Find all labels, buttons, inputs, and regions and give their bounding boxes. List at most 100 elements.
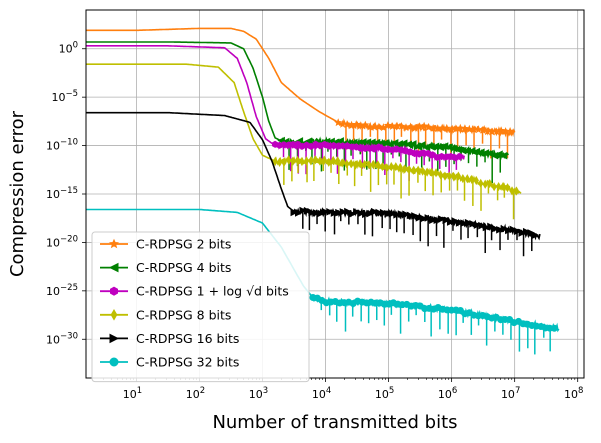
series-marker	[446, 171, 453, 181]
y-tick-label: 10−10	[46, 138, 78, 153]
series-marker	[406, 165, 412, 175]
series-marker	[384, 209, 393, 218]
series-marker	[379, 208, 388, 217]
series-marker	[317, 209, 325, 218]
series-marker	[308, 208, 317, 217]
series-marker	[550, 324, 558, 332]
series-marker	[419, 166, 426, 176]
series-marker	[361, 120, 370, 129]
series-marker	[433, 168, 439, 178]
series-marker	[527, 229, 536, 237]
series-marker	[446, 218, 455, 226]
series-marker	[393, 210, 401, 219]
series-marker	[330, 155, 336, 166]
series-marker	[321, 207, 330, 216]
series-marker	[456, 152, 463, 160]
series-marker	[343, 159, 350, 169]
series-marker	[398, 146, 405, 154]
series-marker	[374, 122, 383, 131]
series-marker	[312, 155, 319, 165]
y-tick-label: 10−30	[46, 331, 78, 346]
y-tick-label: 100	[59, 41, 78, 56]
series-marker	[491, 182, 497, 192]
series-marker	[406, 211, 415, 220]
series-marker	[383, 121, 393, 129]
series-marker	[317, 156, 323, 166]
y-tick-label: 10−25	[46, 283, 78, 298]
series-marker	[352, 120, 361, 129]
series-marker	[272, 156, 278, 167]
series-marker	[486, 178, 493, 189]
legend-label: C-RDPSG 16 bits	[136, 331, 239, 346]
series-marker	[469, 174, 475, 184]
series-marker	[321, 155, 327, 165]
series-marker	[424, 123, 433, 131]
series-marker	[478, 221, 486, 230]
series-marker	[357, 209, 366, 218]
series-marker	[308, 156, 314, 166]
series-4	[86, 63, 522, 220]
series-marker	[482, 179, 488, 189]
series-marker	[499, 151, 508, 160]
legend-item: C-RDPSG 32 bits	[100, 355, 239, 370]
series-marker	[531, 231, 540, 239]
series-marker	[379, 161, 386, 172]
series-marker	[326, 157, 332, 167]
legend-swatch-marker	[110, 309, 118, 321]
series-layer	[86, 27, 560, 355]
series-marker	[362, 210, 370, 219]
series-marker	[420, 214, 428, 223]
series-marker	[370, 159, 377, 170]
legend-item: C-RDPSG 16 bits	[100, 331, 239, 346]
legend-label: C-RDPSG 2 bits	[136, 237, 231, 252]
legend-label: C-RDPSG 8 bits	[136, 307, 231, 322]
series-marker	[335, 208, 343, 217]
series-marker	[402, 164, 408, 174]
series-marker	[339, 208, 348, 216]
series-marker	[344, 142, 351, 150]
series-marker	[397, 210, 406, 218]
series-marker	[303, 156, 310, 166]
series-marker	[321, 140, 328, 148]
series-marker	[424, 214, 433, 222]
legend-swatch-marker	[108, 262, 119, 273]
legend-swatch-marker	[109, 238, 119, 249]
legend-label: C-RDPSG 1 + log √d bits	[136, 284, 289, 299]
series-marker	[437, 170, 444, 180]
series-marker	[312, 209, 321, 217]
series-marker	[447, 152, 454, 161]
series-marker	[429, 151, 436, 159]
tick-marks: 101 102 103 104 105 106 107 108 100 10−5 10−10 10−1…	[46, 41, 583, 401]
series-marker	[397, 122, 406, 130]
x-tick-label: 106	[438, 386, 457, 401]
series-marker	[352, 160, 359, 170]
legend-item: C-RDPSG 8 bits	[100, 307, 231, 322]
series-marker	[451, 172, 457, 182]
x-tick-label: 107	[501, 386, 520, 401]
series-marker	[330, 209, 339, 217]
series-marker	[294, 209, 303, 217]
series-marker	[496, 126, 506, 134]
legend-item: C-RDPSG 1 + log √d bits	[100, 284, 289, 299]
series-marker	[442, 171, 448, 181]
series-marker	[366, 209, 375, 218]
series-marker	[438, 215, 446, 223]
series-marker	[451, 217, 460, 225]
legend-item: C-RDPSG 4 bits	[100, 260, 231, 275]
series-marker	[460, 219, 469, 228]
legend-swatch-marker	[109, 357, 119, 367]
series-marker	[393, 162, 399, 172]
series-marker	[294, 155, 301, 165]
series-marker	[344, 207, 352, 216]
series-marker	[285, 155, 292, 165]
series-marker	[303, 141, 310, 149]
series-marker	[290, 208, 299, 217]
x-axis-title: Number of transmitted bits	[212, 412, 457, 433]
series-marker	[272, 140, 279, 148]
series-marker	[312, 140, 319, 148]
series-marker	[514, 227, 522, 236]
series-5	[86, 111, 541, 257]
series-marker	[474, 125, 483, 134]
series-marker	[379, 123, 388, 132]
series-marker	[375, 143, 382, 151]
